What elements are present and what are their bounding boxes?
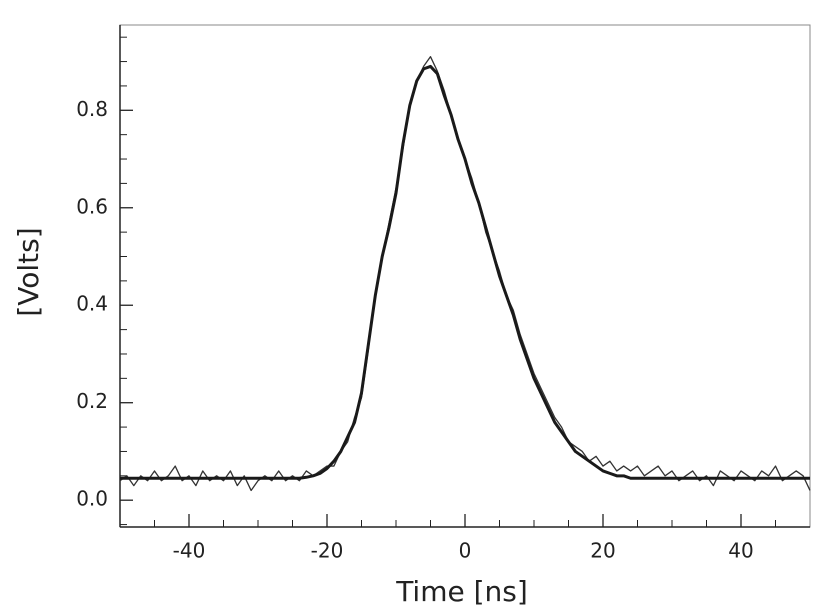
x-tick-label: 40 [728,539,753,563]
y-tick-label: 0.2 [76,389,108,413]
y-tick-label: 0.6 [76,194,108,218]
x-tick-label: -20 [311,539,344,563]
x-axis-label: Time [ns] [395,575,528,608]
y-axis-label: [Volts] [12,227,45,316]
x-tick-label: 20 [590,539,615,563]
series-line [120,64,810,480]
plot-frame [119,24,811,528]
y-tick-label: 0.0 [76,487,108,511]
y-tick-label: 0.8 [76,97,108,121]
series-line [119,56,811,492]
x-tick-label: -40 [173,539,206,563]
x-tick-label: 0 [459,539,472,563]
y-tick-label: 0.4 [76,292,108,316]
